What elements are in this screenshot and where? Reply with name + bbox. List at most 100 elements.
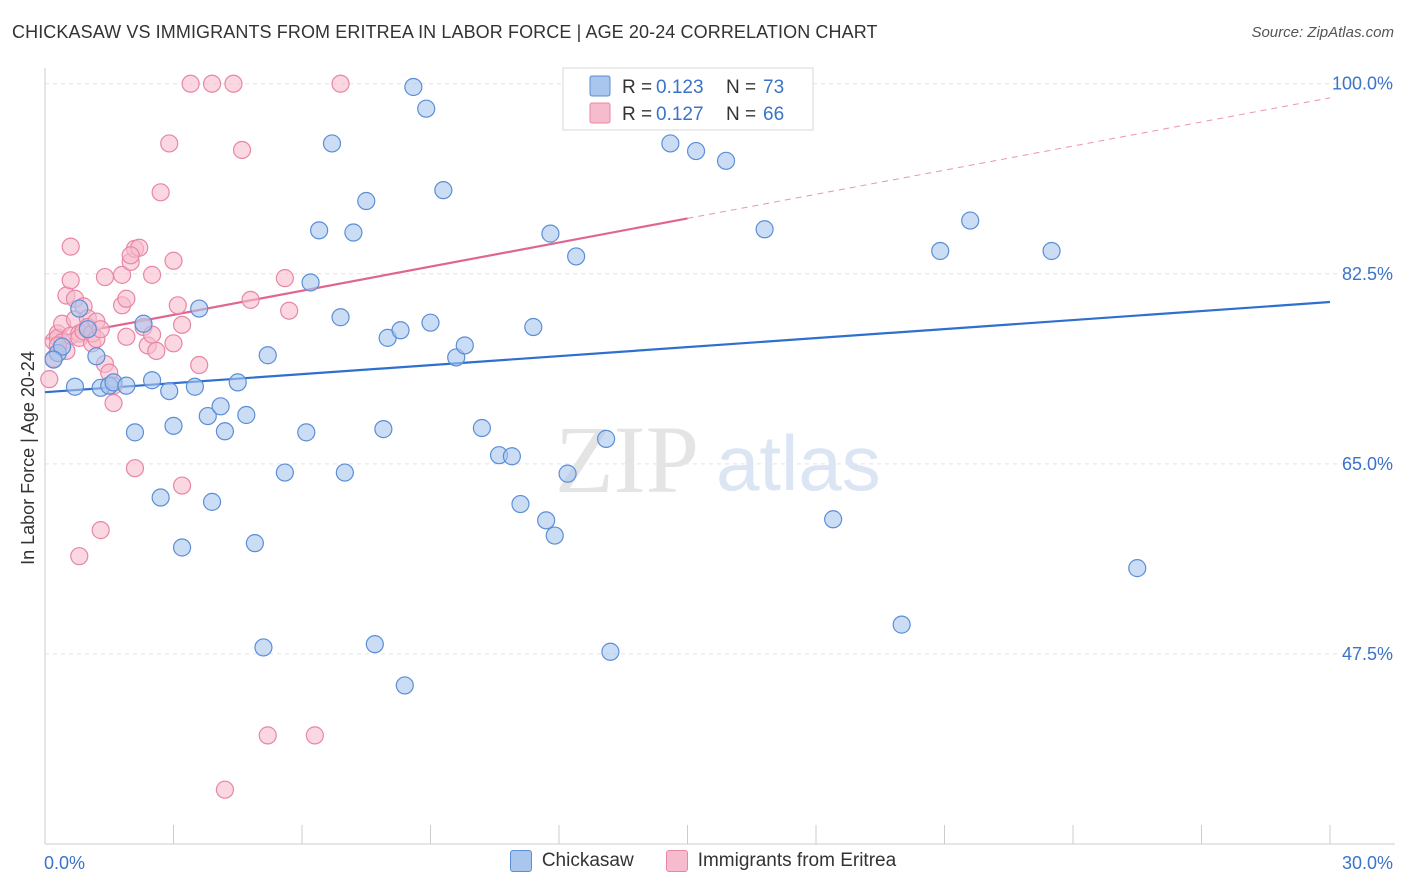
eritrea-point-45	[172, 315, 192, 334]
chickasaw-point-11	[134, 314, 153, 333]
eritrea-point-57	[331, 74, 350, 93]
x-tick-label-1: 30.0%	[1342, 853, 1393, 873]
legend-label-eritrea: Immigrants from Eritrea	[697, 850, 897, 871]
eritrea-point-10	[61, 237, 80, 256]
eritrea-point-41	[160, 134, 179, 153]
chickasaw-point-50	[502, 447, 521, 466]
watermark-zip: ZIP	[555, 406, 699, 513]
chickasaw-point-10	[125, 423, 145, 442]
grid	[45, 83, 1390, 655]
eritrea-point-43	[164, 334, 183, 353]
y-tick-label-2: 82.5%	[1342, 264, 1393, 284]
chickasaw-point-3	[70, 299, 89, 318]
chickasaw-point-43	[417, 99, 436, 118]
tick-labels: 47.5% 65.0% 82.5% 100.0% 0.0% 30.0%	[44, 74, 1393, 873]
trend-line-eritrea	[44, 217, 688, 341]
chickasaw-point-31	[310, 221, 329, 240]
chickasaw-point-72	[44, 350, 63, 369]
chickasaw-point-58	[597, 429, 616, 448]
chickasaw-point-9	[117, 376, 136, 395]
legend-n-value-2: 66	[763, 104, 784, 125]
legend-r-value-1: 0.123	[656, 77, 704, 98]
eritrea-point-59	[125, 459, 145, 478]
chickasaw-point-51	[511, 494, 530, 514]
legend-item-eritrea: Immigrants from Eritrea	[665, 850, 897, 872]
eritrea-point-47	[181, 74, 200, 93]
chickasaw-point-62	[686, 141, 706, 161]
chickasaw-point-2	[65, 377, 85, 396]
eritrea-point-61	[70, 547, 89, 566]
chickasaw-point-61	[661, 134, 680, 153]
eritrea-point-51	[232, 140, 252, 160]
chickasaw-point-65	[755, 220, 774, 239]
chickasaw-point-44	[421, 313, 440, 332]
chickasaw-point-33	[331, 308, 350, 327]
chickasaw-point-19	[198, 406, 217, 426]
chickasaw-point-20	[202, 492, 222, 511]
chickasaw-point-68	[931, 241, 950, 261]
chickasaw-point-28	[275, 463, 294, 482]
chickasaw-point-67	[892, 615, 911, 634]
chickasaw-point-13	[151, 488, 170, 507]
chickasaw-point-12	[142, 371, 162, 390]
eritrea-point-46	[172, 476, 192, 495]
chickasaw-point-34	[335, 463, 354, 482]
chart-title: CHICKASAW VS IMMIGRANTS FROM ERITREA IN …	[12, 22, 878, 42]
eritrea-point-39	[147, 341, 166, 361]
legend-swatch-blue	[509, 850, 532, 872]
chickasaw-point-27	[258, 346, 277, 365]
chickasaw-point-16	[172, 538, 192, 557]
legend-item-chickasaw: Chickasaw	[509, 850, 634, 872]
eritrea-point-44	[168, 296, 187, 315]
chickasaw-point-17	[185, 377, 205, 396]
eritrea-point-32	[117, 327, 136, 346]
chickasaw-point-41	[395, 676, 414, 695]
legend-r-value-2: 0.127	[656, 104, 704, 125]
legend-swatch-chickasaw	[589, 75, 611, 97]
chickasaw-point-36	[357, 191, 376, 211]
chickasaw-point-23	[228, 373, 247, 392]
legend-swatch-pink	[665, 850, 688, 872]
chickasaw-point-69	[961, 211, 980, 230]
eritrea-point-48	[190, 355, 209, 375]
source-label: Source: ZipAtlas.com	[1251, 24, 1394, 41]
chickasaw-point-59	[601, 642, 620, 661]
y-axis-title: In Labor Force | Age 20-24	[18, 351, 38, 565]
legend-label-chickasaw: Chickasaw	[541, 850, 634, 871]
axes	[44, 68, 1395, 845]
chickasaw-point-56	[558, 464, 577, 483]
chickasaw-point-53	[537, 511, 556, 530]
y-tick-label-0: 47.5%	[1342, 644, 1393, 664]
chickasaw-point-25	[245, 534, 264, 553]
chickasaw-point-47	[455, 336, 474, 355]
eritrea-point-40	[151, 183, 170, 202]
y-tick-label-1: 65.0%	[1342, 454, 1393, 474]
eritrea-point-52	[241, 290, 260, 309]
chickasaw-point-45	[434, 181, 453, 200]
eritrea-point-49	[202, 74, 222, 93]
chickasaw-point-21	[211, 397, 230, 416]
legend-n-value-1: 73	[763, 77, 784, 98]
legend-n-label-2: N =	[726, 104, 756, 125]
legend-swatch-eritrea	[589, 102, 611, 124]
chickasaw-point-14	[160, 381, 179, 401]
watermark-atlas: atlas	[716, 419, 881, 507]
eritrea-point-60	[91, 521, 110, 540]
legend-n-label-1: N =	[726, 77, 756, 98]
bottom-legend: Chickasaw Immigrants from Eritrea	[0, 850, 1406, 872]
trend-line-chickasaw	[44, 300, 1331, 394]
chickasaw-point-24	[237, 405, 256, 425]
chickasaw-point-48	[472, 418, 491, 438]
chickasaw-point-35	[344, 223, 363, 242]
legend-r-label-1: R =	[622, 77, 652, 98]
eritrea-point-53	[258, 726, 277, 745]
eritrea-point-31	[117, 289, 136, 308]
chickasaw-point-30	[301, 273, 320, 292]
eritrea-point-63	[95, 267, 115, 287]
eritrea-point-58	[215, 780, 234, 799]
chickasaw-point-22	[215, 422, 234, 441]
chickasaw-point-63	[716, 151, 736, 170]
trend-lines	[44, 97, 1331, 394]
eritrea-point-50	[224, 74, 243, 93]
x-tick-label-0: 0.0%	[44, 853, 85, 873]
